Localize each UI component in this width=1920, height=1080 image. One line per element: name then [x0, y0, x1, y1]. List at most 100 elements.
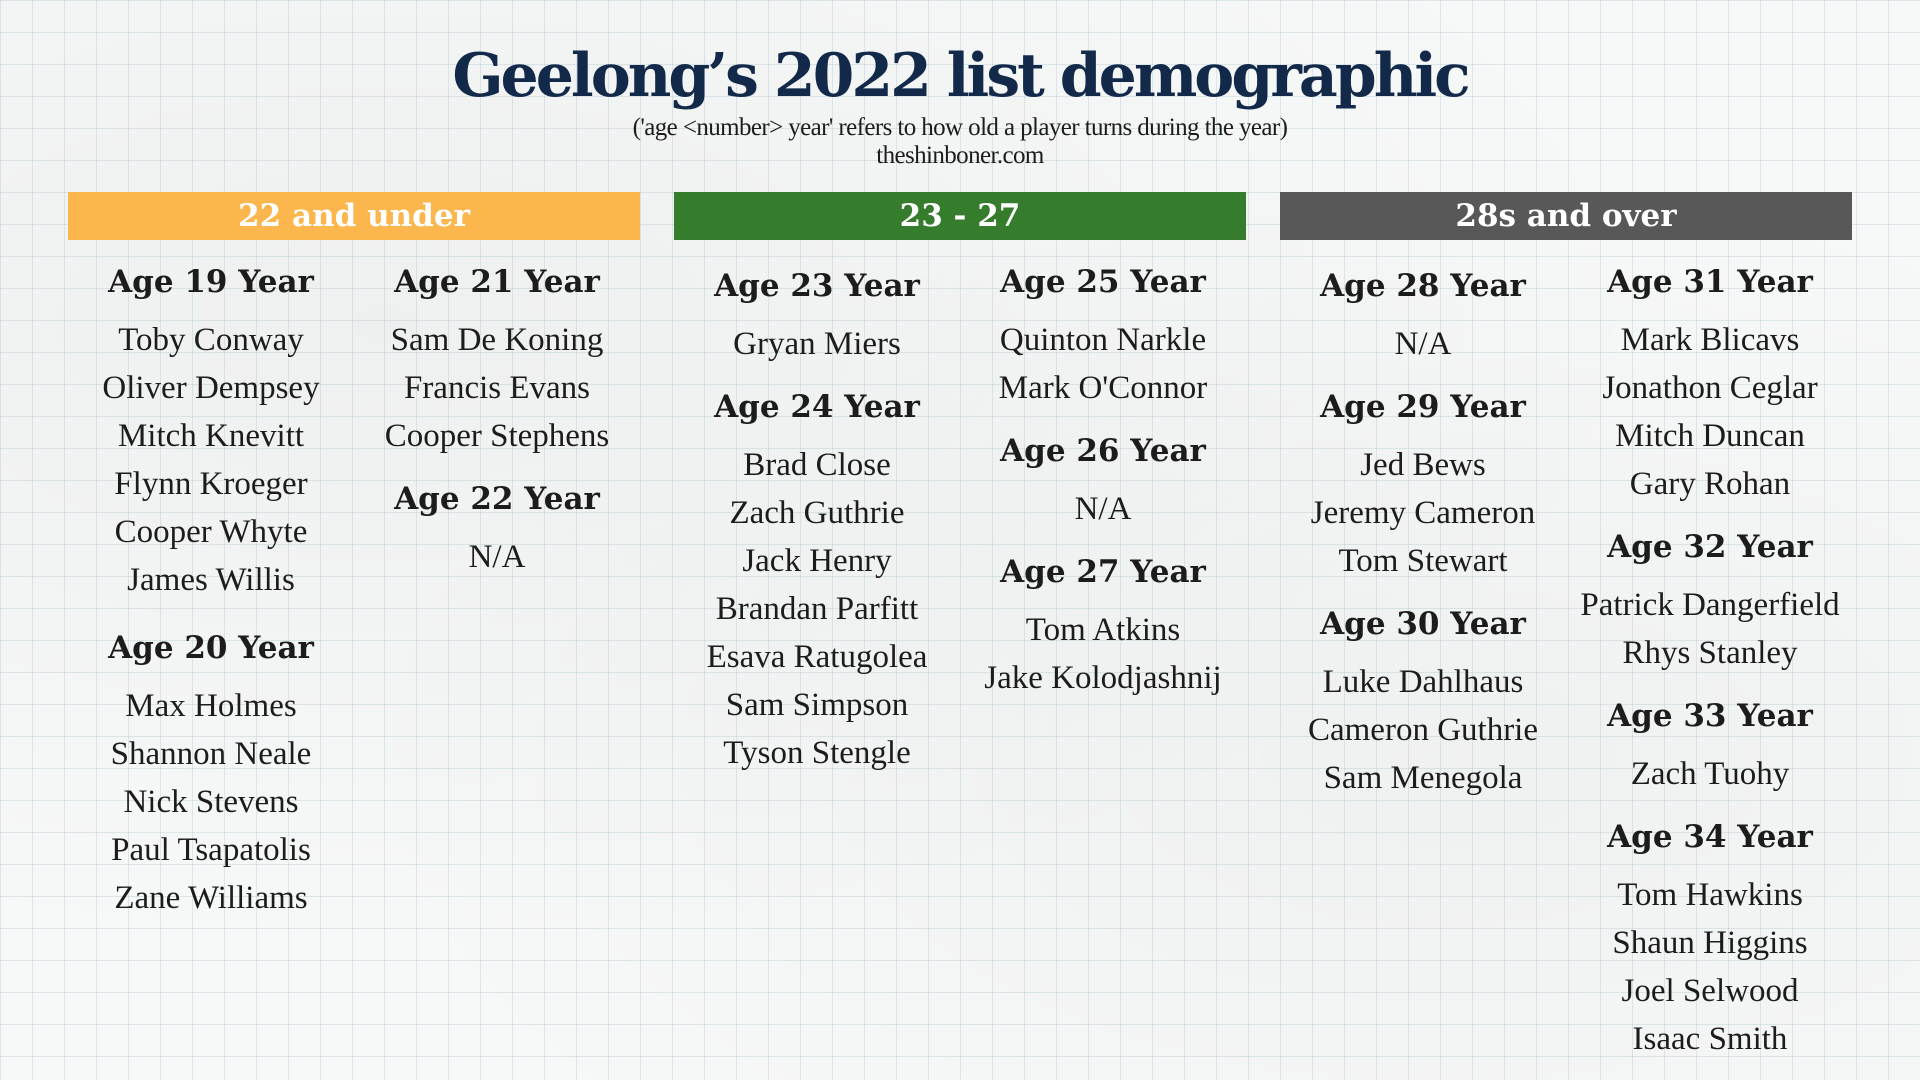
page-header: Geelong’s 2022 list demographic ('age <n… [0, 38, 1920, 170]
player-list: Gryan Miers [672, 320, 962, 368]
player-name: Jonathon Ceglar [1602, 370, 1818, 406]
player-name: Francis Evans [403, 370, 591, 406]
player-name: Tom Atkins [1025, 612, 1181, 648]
player-list: Max Holmes Shannon Neale Nick Stevens Paul … [66, 682, 356, 922]
group-age-26: Age 26 Year N/A [958, 431, 1248, 533]
band-23-27: 23 - 27 [674, 192, 1246, 240]
age-heading: Age 33 Year [1607, 698, 1813, 734]
player-list: Mark Blicavs Jonathon Ceglar Mitch Duncan G… [1564, 316, 1856, 508]
player-list: N/A [958, 485, 1248, 533]
age-heading: Age 19 Year [108, 264, 314, 300]
group-age-25: Age 25 Year Quinton Narkle Mark O'Connor [958, 262, 1248, 412]
player-name: Cooper Stephens [384, 418, 610, 454]
player-name: Jack Henry [742, 543, 892, 579]
player-name: Nick Stevens [123, 784, 299, 820]
group-age-22: Age 22 Year N/A [352, 479, 642, 581]
player-list: N/A [352, 533, 642, 581]
column-age-19-20: Age 19 Year Toby Conway Oliver Dempsey Mit… [66, 262, 356, 922]
age-heading: Age 29 Year [1320, 389, 1526, 425]
player-list: Toby Conway Oliver Dempsey Mitch Knevitt Fl… [66, 316, 356, 604]
player-list: N/A [1278, 320, 1568, 368]
band-28-and-over: 28s and over [1280, 192, 1852, 240]
player-name: Jed Bews [1360, 447, 1486, 483]
band-22-and-under: 22 and under [68, 192, 640, 240]
group-age-32: Age 32 Year Patrick Dangerfield Rhys Stan… [1564, 527, 1856, 677]
player-name: Quinton Narkle [999, 322, 1207, 358]
group-age-33: Age 33 Year Zach Tuohy [1564, 696, 1856, 798]
column-age-28-30: Age 28 Year N/A Age 29 Year Jed Bews Jere… [1278, 266, 1568, 802]
column-age-31-34: Age 31 Year Mark Blicavs Jonathon Ceglar M… [1564, 262, 1856, 1063]
age-heading: Age 21 Year [394, 264, 600, 300]
group-age-29: Age 29 Year Jed Bews Jeremy Cameron Tom St… [1278, 387, 1568, 585]
age-heading: Age 23 Year [714, 268, 920, 304]
player-name: James Willis [127, 562, 295, 598]
player-name: Gary Rohan [1629, 466, 1791, 502]
player-list: Quinton Narkle Mark O'Connor [958, 316, 1248, 412]
player-name: Tom Hawkins [1617, 877, 1803, 913]
player-list: Sam De Koning Francis Evans Cooper Stephen… [352, 316, 642, 460]
player-name: Joel Selwood [1621, 973, 1799, 1009]
player-name: N/A [1394, 326, 1452, 362]
player-name: Zane Williams [114, 880, 308, 916]
player-name: Mitch Knevitt [117, 418, 305, 454]
age-heading: Age 31 Year [1607, 264, 1813, 300]
player-name: Sam Menegola [1323, 760, 1523, 796]
source-credit: theshinboner.com [876, 142, 1044, 169]
player-name: Luke Dahlhaus [1322, 664, 1524, 700]
age-heading: Age 20 Year [108, 630, 314, 666]
player-name: N/A [468, 539, 526, 575]
player-name: Max Holmes [125, 688, 297, 724]
player-list: Brad Close Zach Guthrie Jack Henry Brandan … [672, 441, 962, 777]
player-name: Flynn Kroeger [114, 466, 308, 502]
group-age-31: Age 31 Year Mark Blicavs Jonathon Ceglar M… [1564, 262, 1856, 508]
player-list: Patrick Dangerfield Rhys Stanley [1564, 581, 1856, 677]
player-name: Rhys Stanley [1622, 635, 1798, 671]
column-age-21-22: Age 21 Year Sam De Koning Francis Evans Co… [352, 262, 642, 581]
player-name: Mitch Duncan [1615, 418, 1805, 454]
player-name: Mark O'Connor [998, 370, 1208, 406]
column-age-25-27: Age 25 Year Quinton Narkle Mark O'Connor … [958, 262, 1248, 702]
player-list: Jed Bews Jeremy Cameron Tom Stewart [1278, 441, 1568, 585]
age-heading: Age 26 Year [1000, 433, 1206, 469]
group-age-19: Age 19 Year Toby Conway Oliver Dempsey Mit… [66, 262, 356, 604]
group-age-24: Age 24 Year Brad Close Zach Guthrie Jack H… [672, 387, 962, 777]
player-list: Zach Tuohy [1564, 750, 1856, 798]
player-name: Jeremy Cameron [1310, 495, 1536, 531]
player-name: Tom Stewart [1338, 543, 1508, 579]
player-name: Gryan Miers [733, 326, 901, 362]
player-name: Mark Blicavs [1620, 322, 1800, 358]
player-name: Cooper Whyte [114, 514, 308, 550]
age-heading: Age 32 Year [1607, 529, 1813, 565]
group-age-30: Age 30 Year Luke Dahlhaus Cameron Guthrie… [1278, 604, 1568, 802]
group-age-21: Age 21 Year Sam De Koning Francis Evans Co… [352, 262, 642, 460]
age-heading: Age 27 Year [1000, 554, 1206, 590]
page-subtitle: ('age <number> year' refers to how old a… [632, 114, 1288, 141]
player-name: N/A [1074, 491, 1132, 527]
player-name: Toby Conway [118, 322, 304, 358]
age-heading: Age 34 Year [1607, 819, 1813, 855]
group-age-34: Age 34 Year Tom Hawkins Shaun Higgins Joel… [1564, 817, 1856, 1063]
player-name: Patrick Dangerfield [1580, 587, 1840, 623]
age-heading: Age 25 Year [1000, 264, 1206, 300]
player-name: Zach Tuohy [1630, 756, 1790, 792]
player-list: Tom Atkins Jake Kolodjashnij [958, 606, 1248, 702]
page-title: Geelong’s 2022 list demographic [452, 41, 1470, 111]
player-name: Isaac Smith [1632, 1021, 1788, 1057]
player-name: Sam Simpson [725, 687, 909, 723]
column-age-23-24: Age 23 Year Gryan Miers Age 24 Year Brad… [672, 266, 962, 777]
player-name: Shannon Neale [110, 736, 312, 772]
player-name: Paul Tsapatolis [111, 832, 311, 868]
player-list: Luke Dahlhaus Cameron Guthrie Sam Menegola [1278, 658, 1568, 802]
player-name: Brandan Parfitt [715, 591, 919, 627]
player-name: Tyson Stengle [723, 735, 911, 771]
player-name: Sam De Koning [390, 322, 604, 358]
player-name: Zach Guthrie [729, 495, 905, 531]
age-heading: Age 22 Year [394, 481, 600, 517]
age-heading: Age 28 Year [1320, 268, 1526, 304]
player-name: Oliver Dempsey [102, 370, 320, 406]
group-age-20: Age 20 Year Max Holmes Shannon Neale Nick … [66, 628, 356, 922]
player-name: Esava Ratugolea [706, 639, 928, 675]
age-heading: Age 30 Year [1320, 606, 1526, 642]
group-age-28: Age 28 Year N/A [1278, 266, 1568, 368]
player-name: Cameron Guthrie [1307, 712, 1539, 748]
